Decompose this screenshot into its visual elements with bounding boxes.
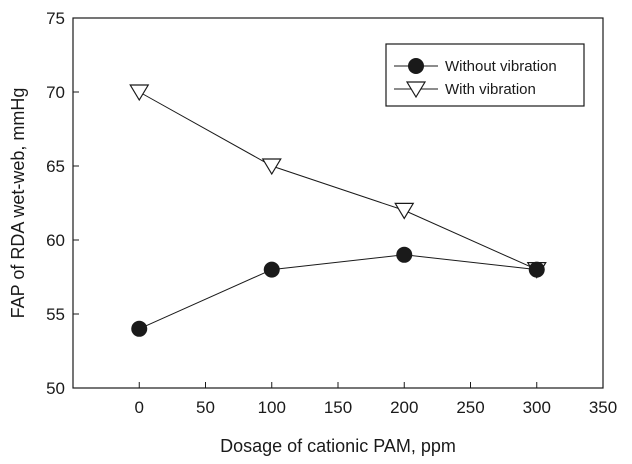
y-tick-label: 60 (46, 231, 65, 250)
data-point-without-vibration (396, 246, 413, 263)
y-tick-label: 55 (46, 305, 65, 324)
series-markers (129, 84, 547, 337)
data-point-without-vibration (263, 261, 280, 278)
legend: Without vibration With vibration (385, 43, 585, 107)
y-tick-label: 65 (46, 157, 65, 176)
x-tick-label: 150 (324, 398, 352, 417)
data-point-with-vibration (261, 158, 282, 176)
x-tick-label: 100 (258, 398, 286, 417)
x-tick-label: 200 (390, 398, 418, 417)
y-axis: 50 55 60 65 70 75 (46, 9, 79, 398)
data-point-with-vibration (129, 84, 150, 102)
y-tick-label: 70 (46, 83, 65, 102)
data-point-without-vibration (528, 261, 545, 278)
legend-box (385, 43, 585, 107)
x-tick-label: 350 (589, 398, 617, 417)
data-point-without-vibration (131, 320, 148, 337)
series-line-0 (139, 254, 537, 330)
y-axis-title: FAP of RDA wet-web, mmHg (8, 88, 28, 319)
y-tick-label: 75 (46, 9, 65, 28)
x-axis-title: Dosage of cationic PAM, ppm (220, 436, 456, 456)
series-lines (139, 91, 538, 330)
x-tick-label: 300 (523, 398, 551, 417)
x-axis: 0 50 100 150 200 250 300 350 (135, 382, 617, 417)
legend-label-with-vibration: With vibration (445, 81, 536, 98)
legend-label-without-vibration: Without vibration (445, 58, 557, 75)
series-line-1 (139, 91, 538, 271)
x-tick-label: 250 (456, 398, 484, 417)
y-tick-label: 50 (46, 379, 65, 398)
x-tick-label: 50 (196, 398, 215, 417)
legend-marker-without-vibration (408, 58, 424, 74)
data-point-with-vibration (394, 202, 415, 220)
legend-marker-with-vibration (405, 81, 427, 99)
x-tick-label: 0 (135, 398, 144, 417)
